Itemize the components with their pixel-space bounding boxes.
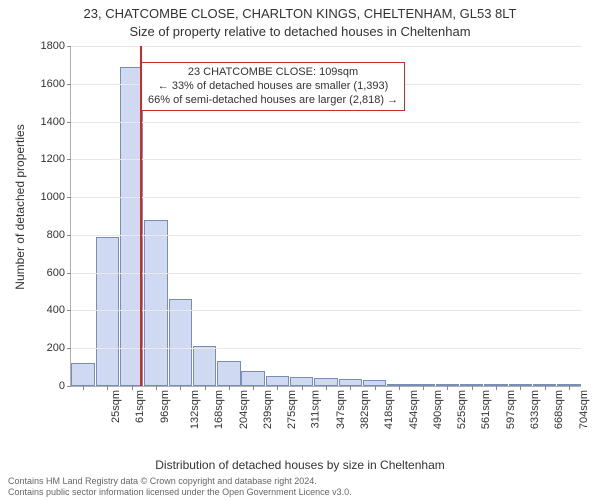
ytick-label: 200 [47,342,65,354]
grid-line [71,310,581,311]
histogram-bar [266,376,289,386]
xtick-mark [205,386,206,390]
grid-line [71,273,581,274]
xtick-label: 132sqm [189,390,201,429]
xtick-mark [472,386,473,390]
ytick-mark [67,235,71,236]
grid-line [71,122,581,123]
ytick-label: 400 [47,304,65,316]
grid-line [71,348,581,349]
xtick-label: 490sqm [432,390,444,429]
ytick-mark [67,46,71,47]
xtick-mark [302,386,303,390]
ytick-mark [67,197,71,198]
xtick-mark [375,386,376,390]
chart-container: { "title_line1": "23, CHATCOMBE CLOSE, C… [0,0,600,500]
xtick-mark [399,386,400,390]
xtick-label: 204sqm [238,390,250,429]
y-axis-label: Number of detached properties [13,57,27,357]
ytick-mark [67,348,71,349]
ytick-label: 800 [47,229,65,241]
ytick-label: 1800 [41,40,65,52]
xtick-mark [132,386,133,390]
xtick-mark [83,386,84,390]
xtick-label: 96sqm [159,390,171,423]
grid-line [71,197,581,198]
xtick-label: 382sqm [359,390,371,429]
annotation-line2: ← 33% of detached houses are smaller (1,… [148,80,398,94]
grid-line [71,235,581,236]
annotation-line3: 66% of semi-detached houses are larger (… [148,94,398,108]
xtick-mark [277,386,278,390]
ytick-mark [67,84,71,85]
chart-title-line1: 23, CHATCOMBE CLOSE, CHARLTON KINGS, CHE… [0,6,600,21]
xtick-mark [156,386,157,390]
xtick-label: 704sqm [578,390,590,429]
xtick-label: 168sqm [213,390,225,429]
grid-line [71,46,581,47]
ytick-mark [67,122,71,123]
histogram-bar [193,346,216,386]
histogram-bar [314,378,337,386]
histogram-bar [144,220,167,386]
histogram-bar [217,361,240,386]
annotation-box: 23 CHATCOMBE CLOSE: 109sqm← 33% of detac… [141,62,405,111]
xtick-label: 347sqm [335,390,347,429]
footer-line2: Contains public sector information licen… [8,487,352,498]
xtick-mark [569,386,570,390]
histogram-bar [169,299,192,386]
ytick-label: 1600 [41,78,65,90]
xtick-mark [545,386,546,390]
chart-footer: Contains HM Land Registry data © Crown c… [8,476,352,498]
xtick-mark [180,386,181,390]
ytick-mark [67,386,71,387]
xtick-mark [447,386,448,390]
xtick-mark [423,386,424,390]
xtick-mark [253,386,254,390]
xtick-label: 25sqm [110,390,122,423]
xtick-label: 61sqm [134,390,146,423]
ytick-label: 1000 [41,191,65,203]
xtick-mark [229,386,230,390]
ytick-label: 600 [47,267,65,279]
annotation-line1: 23 CHATCOMBE CLOSE: 109sqm [148,66,398,80]
xtick-mark [326,386,327,390]
chart-title-line2: Size of property relative to detached ho… [0,24,600,39]
ytick-mark [67,159,71,160]
ytick-label: 0 [59,380,65,392]
xtick-mark [107,386,108,390]
xtick-mark [496,386,497,390]
footer-line1: Contains HM Land Registry data © Crown c… [8,476,352,487]
xtick-label: 454sqm [408,390,420,429]
x-axis-label: Distribution of detached houses by size … [0,458,600,472]
xtick-label: 239sqm [262,390,274,429]
xtick-mark [520,386,521,390]
ytick-label: 1400 [41,116,65,128]
xtick-label: 633sqm [529,390,541,429]
xtick-label: 275sqm [286,390,298,429]
plot-area: 02004006008001000120014001600180025sqm61… [70,46,581,387]
xtick-label: 311sqm [310,390,322,428]
histogram-bar [339,379,362,386]
ytick-label: 1200 [41,153,65,165]
xtick-mark [350,386,351,390]
xtick-label: 418sqm [383,390,395,429]
histogram-bar [71,363,94,386]
xtick-label: 668sqm [553,390,565,429]
ytick-mark [67,310,71,311]
xtick-label: 525sqm [456,390,468,429]
ytick-mark [67,273,71,274]
histogram-bar [241,371,264,386]
xtick-label: 597sqm [505,390,517,429]
xtick-label: 561sqm [481,390,493,429]
grid-line [71,159,581,160]
histogram-bar [290,377,313,386]
